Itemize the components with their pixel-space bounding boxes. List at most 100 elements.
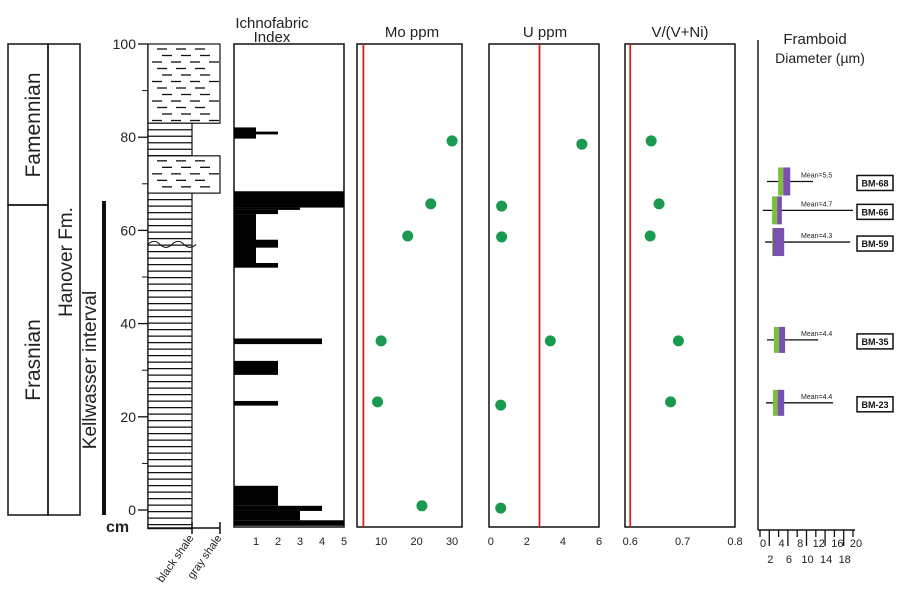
framboid-box-lower: [773, 326, 780, 353]
u-data-point: [496, 200, 508, 212]
sample-id-label: BM-66: [861, 207, 888, 217]
u-panel: [488, 43, 600, 528]
framboid-tick-label: 10: [801, 554, 813, 566]
ichno-title-1: Ichnofabric: [235, 15, 309, 32]
sample-id-label: BM-23: [861, 400, 888, 410]
framboid-tick-label: 6: [786, 554, 792, 566]
framboid-box-lower: [772, 228, 774, 257]
v-data-point: [644, 230, 656, 242]
mo-panel: [356, 43, 463, 528]
u-tick-label: 4: [560, 536, 566, 548]
sample-id-box: [856, 235, 894, 252]
framboid-tick-label: 2: [767, 554, 773, 566]
mo-tick-label: 10: [375, 536, 387, 548]
v-title: V/(V+Ni): [651, 24, 708, 41]
sample-id-box: [856, 203, 894, 221]
mo-data-point: [375, 335, 387, 347]
mo-data-point: [416, 500, 428, 512]
sample-id-label: BM-59: [861, 239, 888, 249]
framboid-box-upper: [777, 389, 785, 416]
ichnofabric-bar: [234, 131, 278, 135]
framboid-tick-label: 20: [850, 538, 862, 550]
ichnofabric-bar: [234, 207, 300, 210]
framboid-mean-label: Mean=5.5: [801, 172, 832, 179]
v-tick-label: 0.6: [623, 536, 638, 548]
ichnofabric-bar: [234, 505, 322, 511]
mo-data-point: [402, 230, 414, 242]
formation-box: [47, 43, 81, 516]
ichnofabric-bar: [234, 239, 278, 248]
ichnofabric-bar: [234, 520, 344, 526]
ichnofabric-bar: [234, 191, 344, 208]
framboid-tick-label: 8: [797, 538, 803, 550]
stage-frasnian-label: Frasnian: [22, 319, 45, 401]
framboid-box-upper: [779, 326, 786, 353]
v-panel: [624, 43, 736, 528]
framboid-box-lower: [778, 167, 784, 196]
ichnofabric-tick-label: 4: [319, 536, 325, 548]
ichnofabric-panel: [233, 43, 345, 528]
ichnofabric-tick-label: 2: [275, 536, 281, 548]
u-data-point: [544, 335, 556, 347]
framboid-mean-label: Mean=4.4: [801, 394, 832, 401]
mo-title: Mo ppm: [385, 24, 439, 41]
lithology-black-shale: [147, 192, 193, 530]
mo-data-point: [425, 198, 437, 210]
ichno-title-2: Index: [254, 29, 291, 46]
ichnofabric-tick-label: 3: [297, 536, 303, 548]
ichnofabric-bar: [234, 209, 278, 215]
framboid-box-upper: [773, 228, 785, 257]
depth-unit-label: cm: [106, 519, 129, 536]
v-data-point: [653, 198, 665, 210]
u-tick-label: 6: [596, 536, 602, 548]
framboid-tick-label: 14: [820, 554, 832, 566]
ichnofabric-bar: [234, 360, 278, 375]
ichnofabric-tick-label: 1: [253, 536, 259, 548]
v-data-point: [672, 335, 684, 347]
u-tick-label: 2: [524, 536, 530, 548]
framboid-box-upper: [777, 196, 782, 225]
framboid-box-upper: [783, 167, 791, 196]
framboid-tick-label: 4: [779, 538, 785, 550]
sample-id-label: BM-35: [861, 337, 888, 347]
depth-tick-label: 20: [120, 409, 136, 425]
sample-id-box: [856, 333, 894, 350]
u-data-point: [576, 138, 588, 150]
depth-tick-label: 80: [120, 129, 136, 145]
v-tick-label: 0.7: [675, 536, 690, 548]
u-title: U ppm: [523, 24, 567, 41]
ichnofabric-bar: [234, 263, 278, 268]
erosional-surface: [147, 240, 197, 248]
u-data-point: [495, 502, 507, 514]
depth-tick-label: 40: [120, 316, 136, 332]
ichnofabric-bar: [234, 485, 278, 506]
mo-data-point: [372, 396, 384, 408]
v-tick-label: 0.8: [727, 536, 742, 548]
mo-tick-label: 30: [446, 536, 458, 548]
v-data-point: [645, 135, 657, 147]
v-data-point: [665, 396, 677, 408]
framboid-mean-label: Mean=4.3: [801, 233, 832, 240]
mo-tick-label: 20: [410, 536, 422, 548]
ichnofabric-bar: [234, 510, 300, 521]
u-data-point: [496, 231, 508, 243]
kellwasser-interval-label: Kellwasser interval: [80, 291, 101, 449]
sample-id-box: [856, 396, 894, 413]
framboid-tick-label: 16: [831, 538, 843, 550]
framboid-box-lower: [772, 196, 778, 225]
u-tick-label: 0: [488, 536, 494, 548]
depth-tick-label: 60: [120, 222, 136, 238]
mo-data-point: [446, 135, 458, 147]
ichnofabric-tick-label: 5: [341, 536, 347, 548]
ichnofabric-bar: [234, 400, 278, 406]
framboid-mean-label: Mean=4.4: [801, 331, 832, 338]
stage-famennian-label: Famennian: [22, 72, 45, 177]
sample-id-label: BM-68: [861, 178, 888, 188]
framboid-title-1: Framboid: [783, 31, 846, 48]
ichnofabric-bar: [234, 338, 322, 345]
framboid-title-2: Diameter (µm): [775, 50, 865, 66]
lithology-black-shale: [147, 122, 193, 157]
depth-tick-label: 0: [128, 502, 136, 518]
u-data-point: [495, 399, 507, 411]
